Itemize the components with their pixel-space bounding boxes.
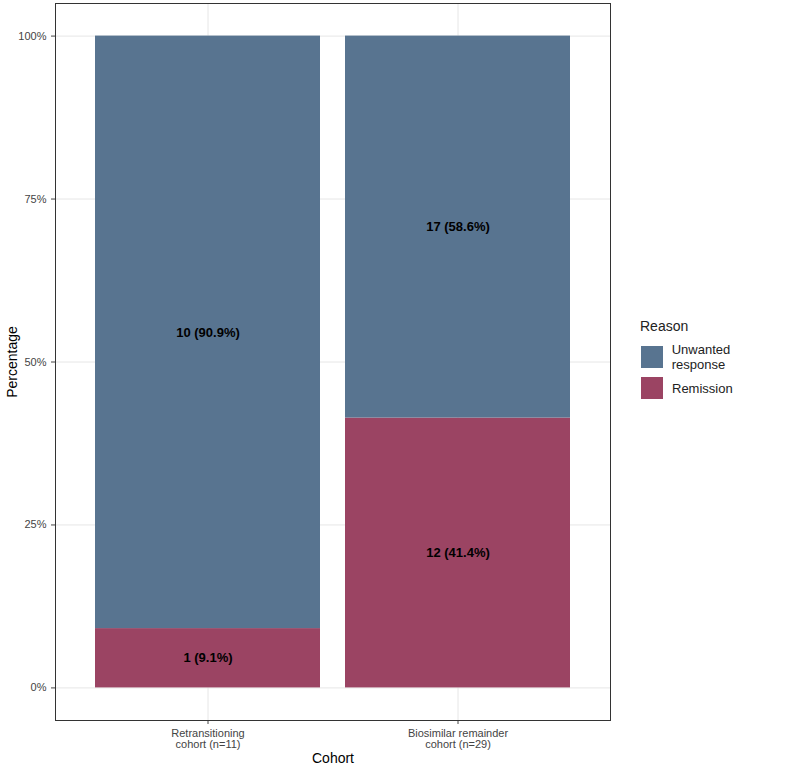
svg-text:25%: 25% — [24, 518, 46, 530]
svg-text:1 (9.1%): 1 (9.1%) — [183, 650, 232, 665]
svg-text:Cohort: Cohort — [312, 750, 354, 766]
svg-text:0%: 0% — [31, 681, 47, 693]
svg-text:100%: 100% — [18, 30, 46, 42]
svg-text:10 (90.9%): 10 (90.9%) — [176, 325, 240, 340]
html-text:Unwanted response: Unwanted response — [671, 342, 731, 372]
svg-text:50%: 50% — [24, 356, 46, 368]
html-text:Reason: Reason — [640, 318, 689, 334]
svg-text:Biosimilar remaindercohort (n=: Biosimilar remaindercohort (n=29) — [408, 727, 509, 750]
svg-text:75%: 75% — [24, 193, 46, 205]
svg-text:12 (41.4%): 12 (41.4%) — [426, 545, 490, 560]
svg-text:Retransitioningcohort (n=11): Retransitioningcohort (n=11) — [171, 727, 244, 750]
html-text:Remission: Remission — [672, 380, 733, 396]
svg-text:Percentage: Percentage — [4, 326, 20, 398]
svg-text:17 (58.6%): 17 (58.6%) — [426, 219, 490, 234]
